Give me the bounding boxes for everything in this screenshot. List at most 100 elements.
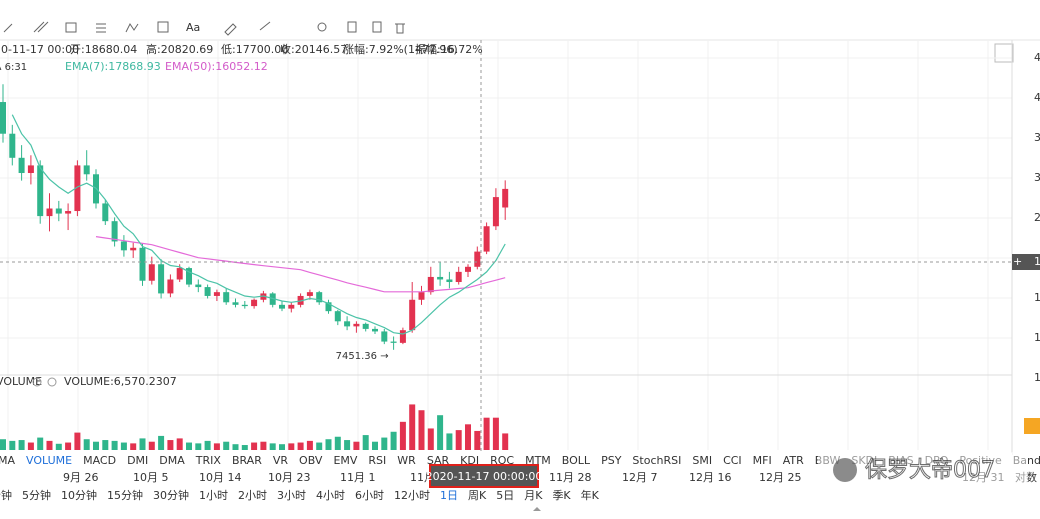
line-tool[interactable] (3, 23, 13, 33)
ema7-legend: EMA(7):17868.93 (65, 60, 161, 73)
pen-tool[interactable] (224, 23, 237, 36)
indicator-tab[interactable]: MACD (83, 454, 116, 467)
candle-body (372, 328, 378, 332)
interval-button[interactable]: 季K (552, 489, 571, 502)
indicator-tab[interactable]: OBV (299, 454, 323, 467)
interval-button[interactable]: 10分钟 (61, 488, 97, 502)
volume-bar (55, 443, 62, 450)
interval-button[interactable]: 2小时 (238, 489, 267, 502)
candle-body (325, 302, 332, 312)
volume-bar (27, 442, 34, 450)
interval-button[interactable]: 年K (581, 488, 600, 502)
date-axis: 9月 26 10月 5 10月 14 10月 23 11月 1 11月 11月 28 12月 … (63, 471, 1005, 484)
interval-button[interactable]: 周K (468, 489, 487, 502)
indicator-tab[interactable]: ATR (783, 454, 804, 467)
wave-tool[interactable] (125, 23, 139, 33)
volume-bar (65, 442, 72, 450)
delete-tool[interactable] (395, 23, 405, 34)
candle-body (483, 226, 490, 252)
brush-tool[interactable] (259, 21, 271, 31)
interval-button[interactable]: 4小时 (316, 489, 345, 502)
main-indicator[interactable]: MA 6:31 (0, 62, 27, 73)
parallel-tool[interactable] (33, 21, 49, 33)
fib-tool[interactable] (96, 23, 106, 33)
indicator-tab[interactable]: BRAR (232, 454, 262, 467)
volume-indicator-name[interactable]: VOLUME (0, 375, 42, 388)
indicator-tab[interactable]: RSI (368, 454, 386, 467)
text-tool[interactable]: Aa (186, 21, 200, 34)
ema50-line (95, 236, 506, 293)
candle-body (279, 304, 285, 309)
candle-body (102, 203, 109, 222)
indicator-tab[interactable]: KDJ (460, 454, 479, 467)
indicator-tab[interactable]: BOLL (562, 454, 591, 467)
candle-body (390, 341, 397, 343)
indicator-tab[interactable]: TRIX (195, 454, 222, 467)
candle-body (288, 304, 295, 309)
interval-button[interactable]: 3小时 (277, 489, 306, 502)
lock-tool[interactable] (347, 21, 357, 33)
candle-body (269, 293, 276, 305)
volume-bar (437, 415, 444, 450)
volume-bar (186, 442, 192, 450)
candle-body (65, 211, 72, 214)
rect-tool[interactable] (65, 22, 77, 33)
indicator-tab[interactable]: EMV (333, 454, 357, 467)
volume-bar (344, 440, 351, 450)
info-open: 开:18680.04 (70, 43, 137, 56)
indicator-tab[interactable]: SAR (427, 454, 450, 467)
indicator-tab[interactable]: DMI (127, 454, 148, 467)
indicator-tab[interactable]: SMI (692, 454, 712, 467)
fullscreen-button[interactable] (994, 43, 1014, 63)
candle-body (176, 268, 183, 280)
close-icon[interactable] (47, 377, 57, 387)
interval-button[interactable]: 1日 (440, 489, 458, 502)
indicator-tab[interactable]: ROC (490, 454, 514, 467)
magnet-tool[interactable] (317, 22, 327, 32)
indicator-tab[interactable]: MA (0, 454, 15, 467)
candle-body (492, 197, 499, 227)
indicator-tab[interactable]: CCI (723, 454, 742, 467)
interval-button[interactable]: 月K (524, 489, 543, 502)
measure-tool[interactable] (157, 21, 169, 33)
volume-bar (260, 441, 267, 450)
candle-body (353, 323, 360, 327)
volume-bar (381, 437, 388, 450)
indicator-tab[interactable]: PSY (601, 454, 622, 467)
date-label: 12月 25 (759, 471, 802, 484)
candle-body (55, 208, 62, 214)
indicator-tab[interactable]: WR (397, 454, 416, 467)
collapse-arrow[interactable] (533, 507, 541, 511)
interval-button[interactable]: 1小时 (199, 489, 228, 502)
interval-button[interactable]: 30分钟 (153, 488, 189, 502)
indicator-tab[interactable]: DMA (159, 454, 185, 467)
indicator-tab[interactable]: VR (273, 454, 289, 467)
interval-button[interactable]: 15分钟 (107, 488, 143, 502)
cursor-date-box (429, 464, 539, 488)
crosshair-plus[interactable]: + (1013, 255, 1022, 268)
copy-tool[interactable] (372, 21, 382, 33)
interval-button[interactable]: 5分钟 (22, 488, 51, 502)
crosshair-price: 1 (1034, 255, 1040, 268)
interval-button[interactable]: 分钟 (0, 488, 12, 502)
indicator-tab[interactable]: StochRSI (632, 454, 681, 467)
info-low: 低:17700.00 (221, 43, 288, 56)
indicator-tab[interactable]: MTM (525, 454, 551, 467)
volume-bar (306, 440, 313, 450)
price-axis-label: 2 (1034, 211, 1040, 224)
candle-body (139, 247, 146, 281)
interval-button[interactable]: 6小时 (355, 489, 384, 502)
volume-bar (120, 442, 127, 450)
volume-bar (362, 435, 369, 450)
candle-body (418, 292, 425, 300)
indicator-tab[interactable]: MFI (753, 454, 772, 467)
volume-bar (158, 435, 165, 450)
candle-body (130, 247, 137, 251)
indicator-tab[interactable]: VOLUME (26, 454, 72, 467)
volume-bar (111, 440, 118, 450)
settings-icon[interactable] (32, 377, 42, 387)
interval-button[interactable]: 5日 (496, 489, 514, 502)
volume-bar (251, 442, 258, 450)
interval-button[interactable]: 12小时 (394, 489, 430, 502)
volume-bar (446, 433, 453, 450)
